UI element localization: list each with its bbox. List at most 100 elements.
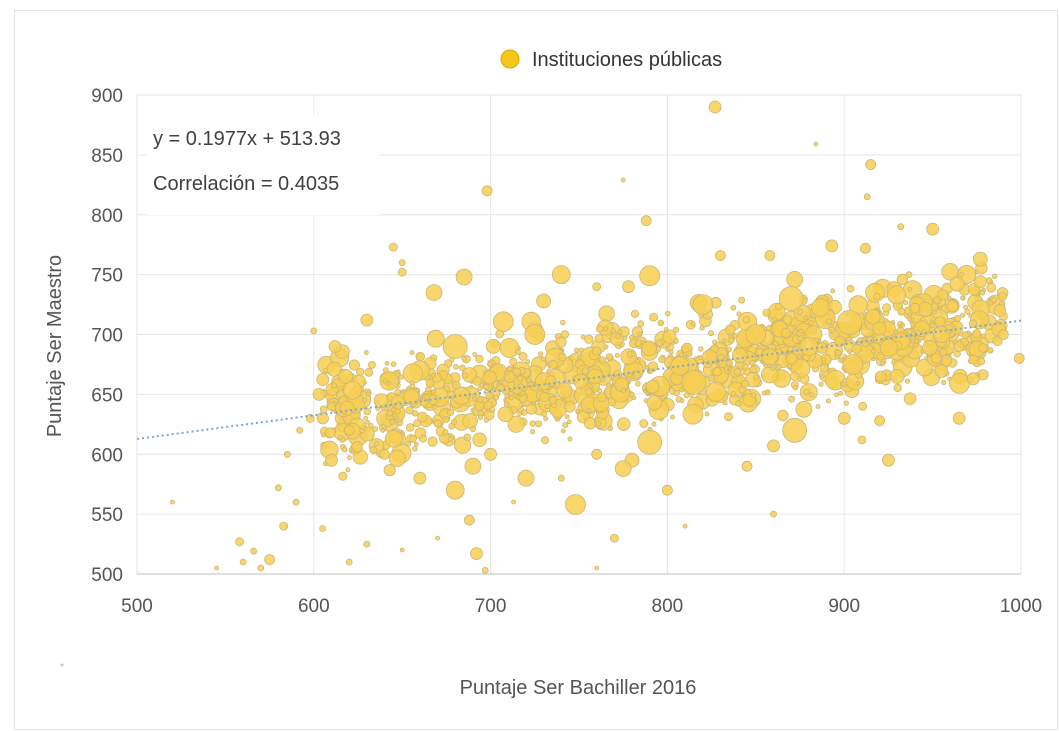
data-point xyxy=(910,322,916,328)
data-point xyxy=(597,392,607,402)
data-point xyxy=(997,329,1009,340)
trendline-line xyxy=(136,319,1022,440)
data-point xyxy=(753,374,759,381)
data-point xyxy=(455,268,473,286)
data-point xyxy=(461,367,478,383)
data-point xyxy=(617,329,623,335)
data-point xyxy=(630,309,640,318)
data-point xyxy=(988,300,994,306)
data-point xyxy=(760,366,779,384)
data-point xyxy=(507,415,525,433)
data-point xyxy=(600,377,606,383)
data-point xyxy=(394,388,402,396)
data-point xyxy=(776,364,782,370)
data-point xyxy=(398,374,404,380)
data-point xyxy=(977,357,986,366)
data-point xyxy=(764,389,771,396)
data-point xyxy=(525,403,537,415)
data-point xyxy=(726,346,732,353)
data-point xyxy=(897,223,905,231)
data-point xyxy=(963,304,968,310)
data-point xyxy=(712,367,722,377)
data-point xyxy=(728,337,735,344)
data-point xyxy=(741,363,749,371)
data-point xyxy=(649,312,658,322)
data-point xyxy=(780,327,791,339)
data-point xyxy=(508,390,514,397)
data-point xyxy=(442,334,468,359)
data-point xyxy=(514,348,521,355)
data-point xyxy=(487,361,494,368)
data-point xyxy=(305,413,315,423)
data-point xyxy=(635,358,640,364)
data-point xyxy=(733,368,741,376)
data-point xyxy=(403,388,420,405)
data-point xyxy=(782,417,808,443)
data-point xyxy=(398,259,406,267)
data-point xyxy=(516,375,524,382)
data-point xyxy=(484,447,498,461)
data-point xyxy=(906,328,913,335)
data-point xyxy=(973,275,987,289)
data-point xyxy=(535,420,543,428)
data-point xyxy=(903,392,917,405)
data-point xyxy=(319,405,328,414)
data-point xyxy=(872,321,887,336)
data-point xyxy=(741,460,753,472)
data-point xyxy=(858,401,868,411)
data-point xyxy=(855,380,861,386)
data-point xyxy=(536,293,551,309)
data-point xyxy=(379,448,390,460)
data-point xyxy=(388,449,406,467)
data-point xyxy=(991,273,998,280)
data-point xyxy=(459,364,466,372)
data-point xyxy=(316,373,330,387)
data-point xyxy=(905,378,910,384)
data-point xyxy=(954,315,961,322)
data-point xyxy=(968,354,979,365)
data-point xyxy=(331,382,337,389)
data-point xyxy=(681,369,707,395)
data-point xyxy=(808,320,814,326)
data-point xyxy=(670,356,690,376)
y-tick-label: 750 xyxy=(91,266,123,287)
data-point xyxy=(367,360,376,369)
data-point xyxy=(446,408,455,416)
data-point xyxy=(682,523,688,529)
data-point xyxy=(472,352,478,357)
data-point xyxy=(475,354,484,364)
data-point xyxy=(897,307,906,316)
data-point xyxy=(431,389,437,394)
data-point xyxy=(964,308,971,315)
data-point xyxy=(469,425,476,433)
data-point xyxy=(949,276,965,292)
data-point xyxy=(257,564,265,572)
data-point xyxy=(363,540,371,548)
data-point xyxy=(517,469,535,487)
data-point xyxy=(770,510,777,518)
data-point xyxy=(673,326,680,333)
data-point xyxy=(818,381,824,387)
data-point xyxy=(997,291,1007,302)
data-point xyxy=(993,304,1007,317)
data-point xyxy=(887,285,907,305)
data-point xyxy=(651,421,657,427)
data-point xyxy=(606,382,611,388)
data-point xyxy=(413,441,419,447)
data-point xyxy=(929,322,935,328)
data-point xyxy=(640,215,652,227)
data-point xyxy=(566,419,572,425)
data-point xyxy=(472,432,487,448)
data-point xyxy=(363,415,369,421)
data-point xyxy=(865,308,881,325)
data-point xyxy=(360,313,374,327)
data-point xyxy=(825,239,839,253)
data-point xyxy=(715,250,726,261)
data-point xyxy=(445,480,465,500)
data-point xyxy=(972,329,982,339)
data-point xyxy=(766,325,772,331)
data-point xyxy=(896,273,909,286)
data-point xyxy=(409,380,415,386)
data-point xyxy=(603,344,609,350)
data-point xyxy=(327,401,336,411)
